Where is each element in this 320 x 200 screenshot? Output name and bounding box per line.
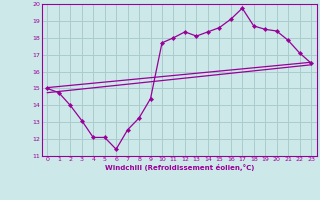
X-axis label: Windchill (Refroidissement éolien,°C): Windchill (Refroidissement éolien,°C)	[105, 164, 254, 171]
